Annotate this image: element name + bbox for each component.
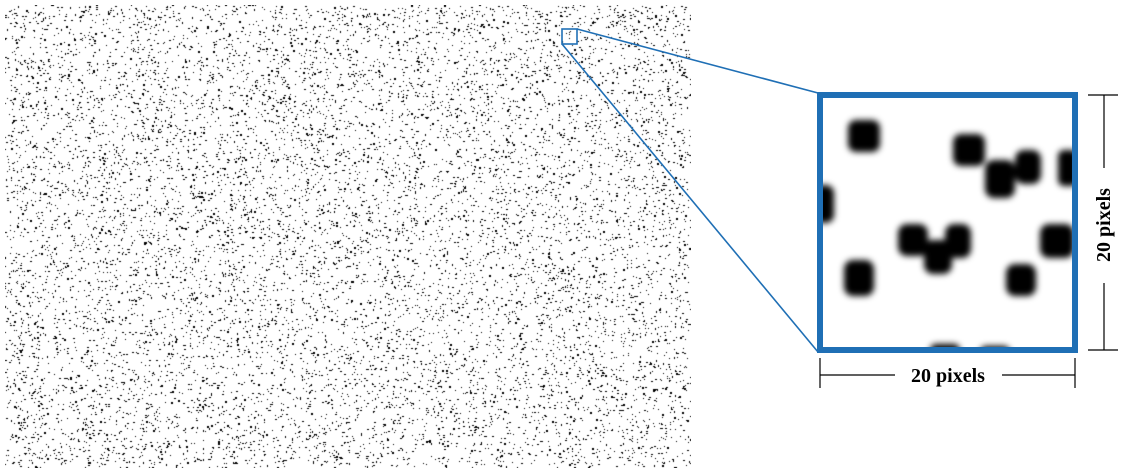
zoom-connector-top — [576, 28, 819, 94]
height-dimension — [1088, 94, 1118, 351]
zoom-frame — [817, 92, 1078, 353]
zoom-connector-bottom — [561, 43, 819, 353]
width-label: 20 pixels — [911, 365, 985, 387]
zoomed-speckle-view — [820, 95, 1075, 350]
roi-marker — [561, 28, 578, 45]
height-label: 20 pixels — [1093, 188, 1115, 262]
width-dimension — [819, 358, 1076, 388]
speckle-pattern-image — [5, 5, 691, 468]
